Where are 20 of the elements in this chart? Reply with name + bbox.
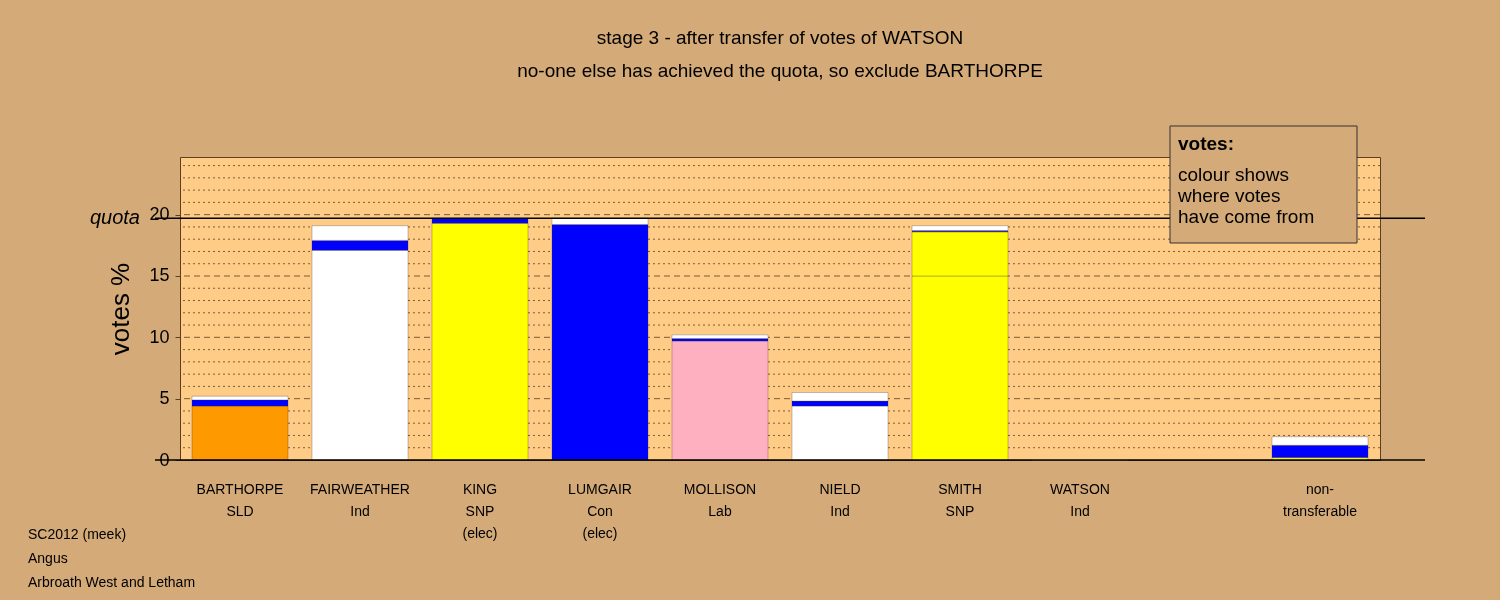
- text: SC2012 (meek): [28, 526, 127, 542]
- chart-subtitle: no-one else has achieved the quota, so exclude BARTHORPE: [517, 59, 1043, 81]
- y-axis-title: votes %: [105, 262, 136, 356]
- y-tick-label: 5: [159, 388, 170, 409]
- x-tick-label: BARTHORPE SLD: [196, 480, 284, 519]
- text: Arbroath West and Letham: [28, 574, 196, 590]
- x-tick-label: SMITH SNP: [938, 480, 982, 519]
- text: Angus: [28, 550, 68, 566]
- x-tick-label: KING SNP (elec): [462, 480, 498, 541]
- x-tick-label: FAIRWEATHER Ind: [310, 480, 410, 519]
- x-tick-label: LUMGAIR Con (elec): [568, 480, 632, 541]
- x-tick-label: WATSON Ind: [1050, 480, 1110, 519]
- y-tick-label: 10: [149, 326, 170, 347]
- x-tick-label: NIELD Ind: [819, 480, 861, 519]
- x-tick-label: MOLLISON Lab: [683, 480, 757, 519]
- annotation: votes: colour shows where votes have come from: [1177, 133, 1315, 227]
- y-tick-label: 15: [149, 265, 170, 286]
- x-tick-label: non- transferable: [1283, 480, 1358, 519]
- chart-title: stage 3 - after transfer of votes of WATSON: [596, 26, 964, 48]
- ref-line-label: quota: [89, 206, 140, 229]
